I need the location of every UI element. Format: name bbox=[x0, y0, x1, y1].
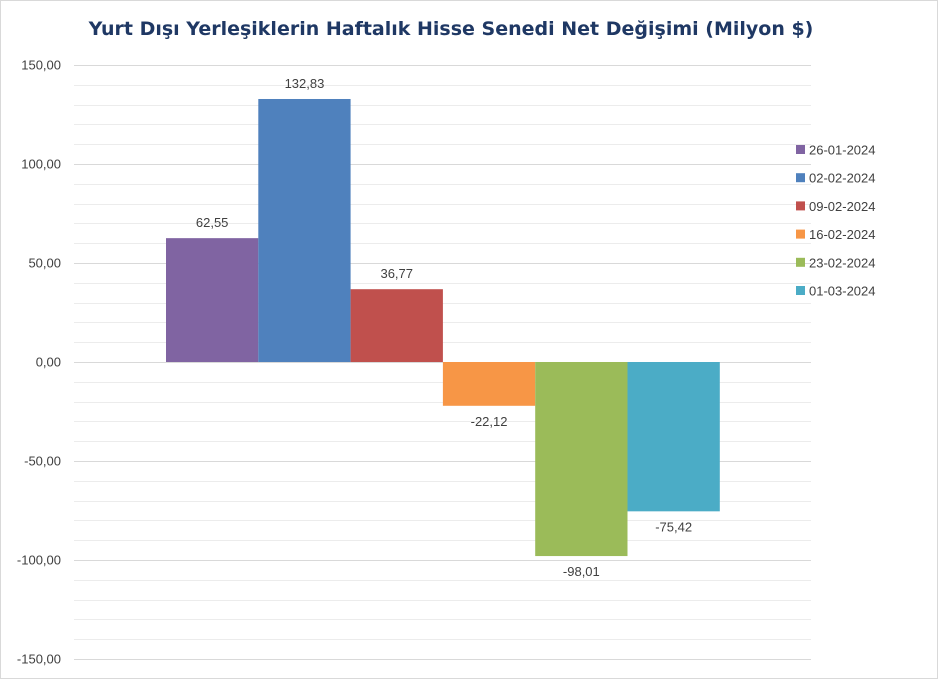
bar-26-01-2024 bbox=[166, 238, 259, 362]
data-label: -98,01 bbox=[563, 564, 600, 579]
data-label: 132,83 bbox=[285, 76, 325, 91]
y-tick-label: 100,00 bbox=[21, 157, 61, 172]
bar-16-02-2024 bbox=[442, 362, 536, 406]
data-label: -22,12 bbox=[471, 414, 508, 429]
bars bbox=[166, 98, 720, 557]
legend-label: 26-01-2024 bbox=[809, 143, 876, 158]
y-tick-label: -50,00 bbox=[24, 454, 61, 469]
y-tick-label: -150,00 bbox=[17, 652, 61, 667]
legend: 26-01-2024 02-02-2024 09-02-2024 16-02-2024… bbox=[796, 143, 876, 299]
legend-label: 09-02-2024 bbox=[809, 199, 876, 214]
legend-swatch bbox=[796, 286, 805, 295]
legend-swatch bbox=[796, 229, 805, 239]
legend-swatch bbox=[796, 145, 805, 154]
data-label: 36,77 bbox=[380, 266, 413, 281]
legend-swatch bbox=[796, 173, 805, 183]
y-tick-label: -100,00 bbox=[17, 553, 61, 568]
y-axis: 150,00 100,00 50,00 0,00 -50,00 -100,00 -150,0… bbox=[17, 58, 61, 667]
y-tick-label: 150,00 bbox=[21, 58, 61, 73]
legend-label: 23-02-2024 bbox=[809, 255, 876, 270]
chart-title: Yurt Dışı Yerleşiklerin Haftalık Hisse S… bbox=[88, 18, 814, 40]
data-labels: 62,55 132,83 36,77 -22,12 -98,01 -75,42 bbox=[196, 76, 692, 579]
data-label: -75,42 bbox=[655, 519, 692, 534]
legend-swatch bbox=[796, 257, 805, 267]
legend-label: 02-02-2024 bbox=[809, 171, 876, 186]
bar-09-02-2024 bbox=[350, 289, 443, 362]
bar-23-02-2024 bbox=[535, 362, 628, 557]
bar-01-03-2024 bbox=[627, 362, 720, 512]
legend-swatch bbox=[796, 201, 805, 211]
data-label: 62,55 bbox=[196, 215, 229, 230]
legend-label: 01-03-2024 bbox=[809, 284, 876, 299]
legend-label: 16-02-2024 bbox=[809, 227, 876, 242]
y-tick-label: 0,00 bbox=[36, 355, 61, 370]
bar-02-02-2024 bbox=[258, 98, 351, 363]
y-tick-label: 50,00 bbox=[28, 256, 61, 271]
